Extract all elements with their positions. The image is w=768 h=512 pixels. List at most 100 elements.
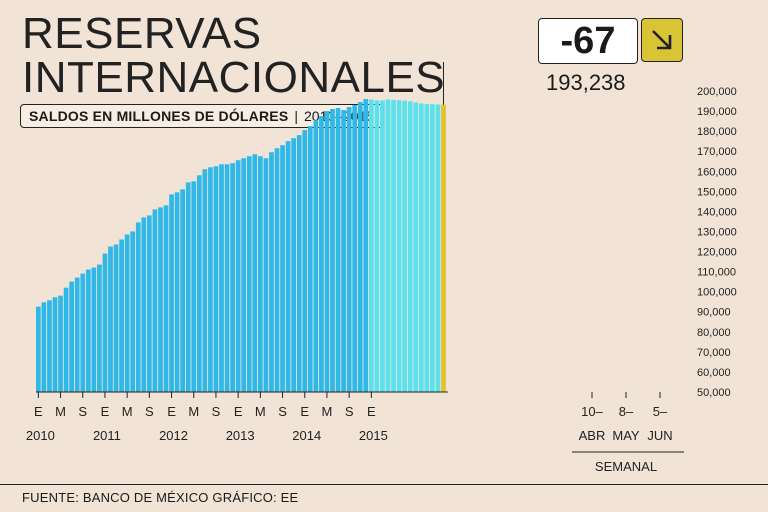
x-month-label: S bbox=[212, 404, 221, 419]
monthly-bar bbox=[185, 182, 191, 392]
x-month-label: E bbox=[101, 404, 110, 419]
y-tick-label: 160,000 bbox=[697, 166, 737, 178]
y-tick-label: 110,000 bbox=[697, 267, 736, 279]
weekly-bar bbox=[413, 102, 419, 393]
footer-source: FUENTE: BANCO DE MÉXICO GRÁFICO: EE bbox=[22, 490, 299, 505]
monthly-bar bbox=[169, 194, 174, 392]
monthly-bar bbox=[80, 273, 86, 392]
monthly-bar bbox=[119, 239, 124, 392]
monthly-bar bbox=[52, 297, 58, 392]
x-month-label: M bbox=[322, 404, 333, 419]
monthly-bar bbox=[180, 189, 185, 392]
monthly-bar bbox=[174, 192, 180, 392]
weekly-bar bbox=[430, 104, 435, 392]
monthly-bar bbox=[252, 154, 258, 392]
y-tick-label: 170,000 bbox=[697, 146, 737, 158]
monthly-bar bbox=[69, 281, 74, 392]
monthly-bar bbox=[135, 222, 141, 392]
monthly-bar bbox=[108, 246, 113, 392]
y-tick-label: 90,000 bbox=[697, 307, 731, 319]
monthly-bar bbox=[246, 156, 252, 392]
weekly-day-label: 10– bbox=[581, 404, 603, 419]
title-line-2: INTERNACIONALES bbox=[22, 53, 446, 102]
monthly-bar bbox=[302, 130, 308, 392]
weekly-bar bbox=[407, 101, 413, 392]
subtitle-text: SALDOS EN MILLONES DE DÓLARES bbox=[29, 108, 289, 124]
y-tick-label: 70,000 bbox=[697, 347, 731, 359]
monthly-bar bbox=[196, 175, 202, 392]
bar-chart: 50,000 60,000 70,000 80,000 90,000 100,000 110… bbox=[26, 62, 737, 474]
monthly-bar bbox=[58, 295, 63, 392]
x-month-label: E bbox=[234, 404, 243, 419]
current-value: 193,238 bbox=[546, 70, 626, 95]
weekly-bar bbox=[380, 100, 385, 392]
x-month-label: M bbox=[55, 404, 66, 419]
y-tick-label: 190,000 bbox=[697, 106, 737, 118]
monthly-bar bbox=[113, 244, 119, 392]
y-tick-label: 120,000 bbox=[697, 247, 737, 259]
x-month-label: E bbox=[300, 404, 309, 419]
monthly-bar bbox=[241, 158, 247, 392]
x-month-label: S bbox=[145, 404, 154, 419]
monthly-bar bbox=[224, 164, 230, 392]
x-month-label: S bbox=[278, 404, 287, 419]
monthly-bar bbox=[230, 163, 235, 392]
y-tick-label: 180,000 bbox=[697, 126, 737, 138]
monthly-bar bbox=[152, 209, 158, 392]
monthly-bar bbox=[147, 215, 152, 392]
monthly-bar bbox=[102, 253, 108, 392]
weekly-bar bbox=[374, 100, 380, 392]
monthly-bar bbox=[41, 302, 47, 392]
monthly-bar bbox=[324, 111, 330, 393]
y-tick-label: 200,000 bbox=[697, 86, 737, 98]
monthly-bar bbox=[91, 267, 97, 392]
monthly-bar bbox=[274, 148, 280, 392]
x-year-label: 2010 bbox=[26, 428, 55, 443]
monthly-bar bbox=[63, 287, 69, 392]
y-tick-label: 100,000 bbox=[697, 287, 737, 299]
arrow-down-right-icon bbox=[641, 18, 683, 62]
x-month-label: E bbox=[367, 404, 376, 419]
x-year-label: 2014 bbox=[292, 428, 321, 443]
weekly-bar bbox=[385, 99, 391, 392]
monthly-bar bbox=[352, 105, 358, 393]
monthly-bar bbox=[97, 264, 102, 392]
monthly-bar bbox=[36, 306, 41, 392]
monthly-bar bbox=[341, 110, 346, 393]
chart-title: RESERVAS INTERNACIONALES bbox=[22, 12, 445, 100]
monthly-bar bbox=[313, 120, 319, 392]
y-tick-label: 80,000 bbox=[697, 327, 731, 339]
monthly-bar bbox=[213, 166, 219, 392]
weekly-bar bbox=[418, 103, 424, 392]
monthly-bar bbox=[219, 164, 224, 392]
x-month-label: M bbox=[255, 404, 266, 419]
weekly-bar bbox=[396, 100, 402, 393]
monthly-bar bbox=[291, 138, 296, 392]
weekly-bar bbox=[435, 104, 441, 392]
weekly-bar bbox=[369, 99, 374, 393]
monthly-bar bbox=[357, 102, 363, 392]
monthly-bar bbox=[191, 181, 197, 392]
monthly-bar bbox=[202, 169, 208, 392]
weekly-day-label: 5– bbox=[653, 404, 668, 419]
y-tick-label: 150,000 bbox=[697, 186, 737, 198]
monthly-bar bbox=[163, 205, 169, 392]
weekly-bar bbox=[402, 100, 407, 392]
x-month-label: M bbox=[188, 404, 199, 419]
monthly-bar bbox=[130, 231, 136, 392]
monthly-bar bbox=[158, 207, 163, 392]
x-year-label: 2015 bbox=[359, 428, 388, 443]
monthly-bar bbox=[319, 116, 324, 392]
monthly-bar bbox=[258, 156, 263, 392]
x-month-label: M bbox=[122, 404, 133, 419]
monthly-bar bbox=[280, 145, 285, 392]
subtitle-separator: | bbox=[294, 108, 299, 124]
change-value: -67 bbox=[538, 18, 638, 64]
weekly-section-label: SEMANAL bbox=[595, 459, 657, 474]
x-year-label: 2013 bbox=[226, 428, 255, 443]
x-month-label: S bbox=[78, 404, 87, 419]
weekly-month-label: MAY bbox=[612, 428, 640, 443]
monthly-bar bbox=[296, 135, 302, 392]
y-tick-label: 140,000 bbox=[697, 206, 737, 218]
monthly-bar bbox=[346, 107, 352, 392]
